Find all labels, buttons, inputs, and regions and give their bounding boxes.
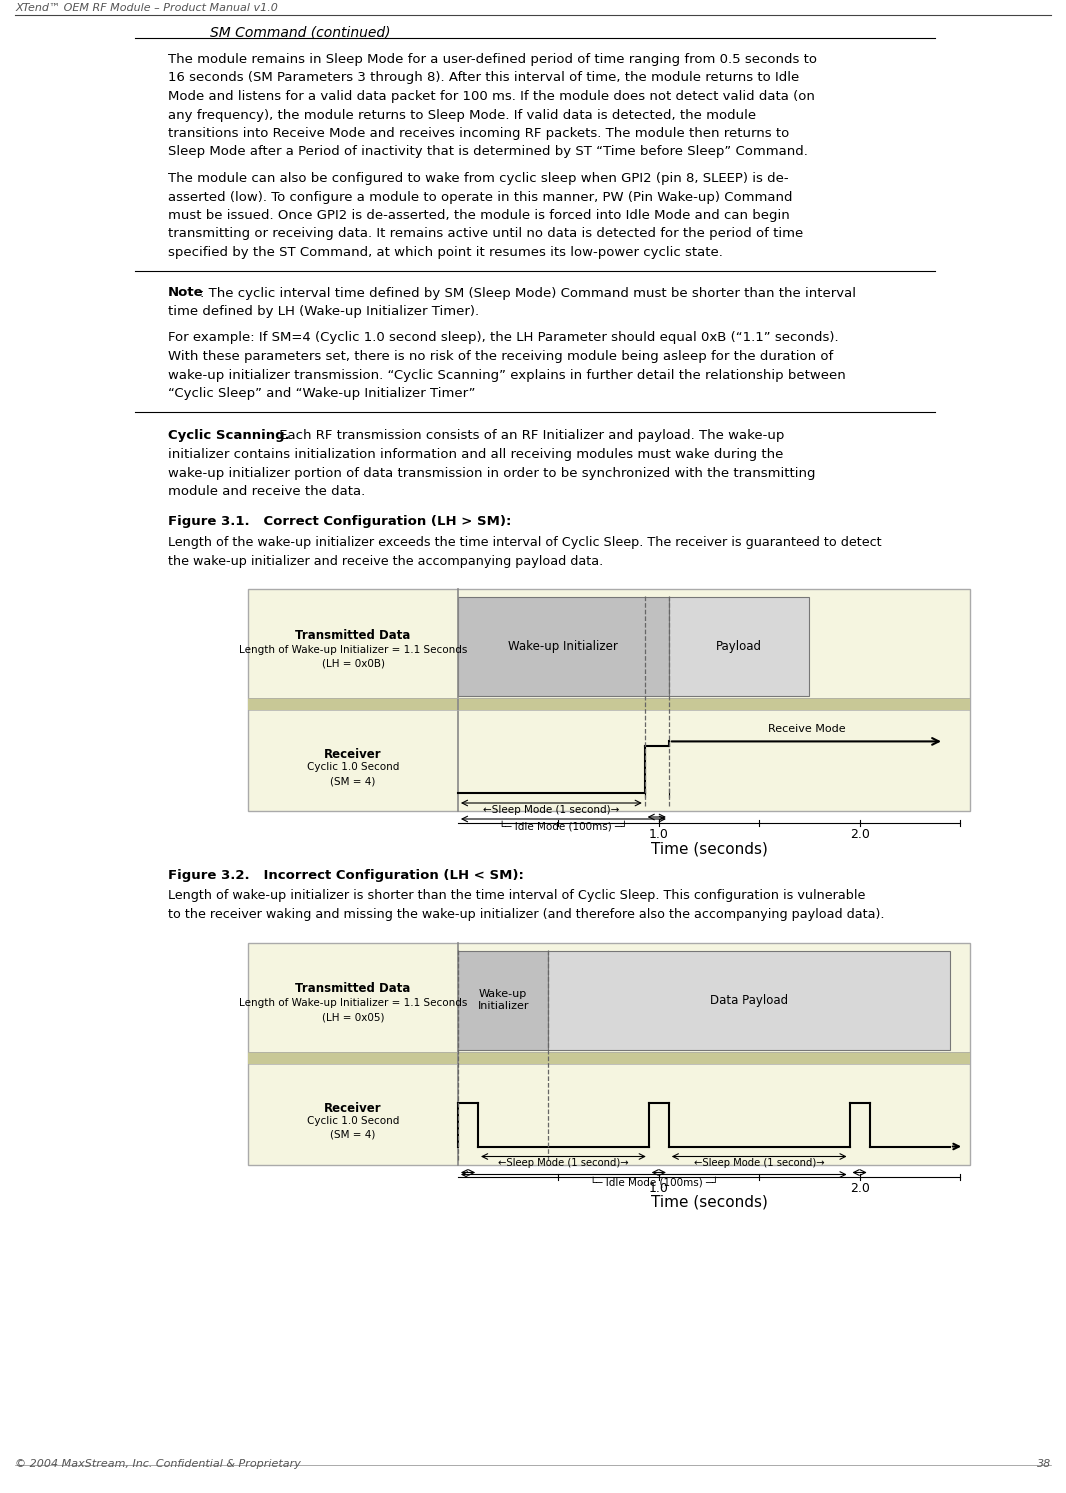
Text: └─ Idle Mode (100ms) ─┘: └─ Idle Mode (100ms) ─┘ — [589, 1176, 718, 1187]
Text: the wake-up initializer and receive the accompanying payload data.: the wake-up initializer and receive the … — [168, 554, 603, 567]
Text: Transmitted Data: Transmitted Data — [295, 629, 410, 642]
Text: Time (seconds): Time (seconds) — [650, 841, 768, 855]
Text: (LH = 0x0B): (LH = 0x0B) — [322, 658, 385, 669]
Text: 38: 38 — [1037, 1459, 1051, 1469]
Bar — [248, 590, 970, 811]
Text: Data Payload: Data Payload — [710, 994, 788, 1006]
Text: Transmitted Data: Transmitted Data — [295, 982, 410, 996]
Text: Receiver: Receiver — [324, 1102, 382, 1115]
Text: : The cyclic interval time defined by SM (Sleep Mode) Command must be shorter th: : The cyclic interval time defined by SM… — [200, 287, 856, 300]
Text: must be issued. Once GPI2 is de-asserted, the module is forced into Idle Mode an: must be issued. Once GPI2 is de-asserted… — [168, 209, 790, 222]
Text: (SM = 4): (SM = 4) — [330, 776, 375, 787]
Text: 2.0: 2.0 — [850, 1181, 870, 1194]
Bar — [458, 597, 668, 696]
Text: Note: Note — [168, 287, 204, 300]
Text: The module remains in Sleep Mode for a user-defined period of time ranging from : The module remains in Sleep Mode for a u… — [168, 52, 817, 66]
Text: Cyclic 1.0 Second: Cyclic 1.0 Second — [307, 761, 399, 772]
Text: Cyclic 1.0 Second: Cyclic 1.0 Second — [307, 1115, 399, 1126]
Text: Length of Wake-up Initializer = 1.1 Seconds: Length of Wake-up Initializer = 1.1 Seco… — [239, 999, 467, 1008]
Text: specified by the ST Command, at which point it resumes its low-power cyclic stat: specified by the ST Command, at which po… — [168, 246, 723, 258]
Text: SM Command (continued): SM Command (continued) — [210, 25, 390, 39]
Text: ←Sleep Mode (1 second)→: ←Sleep Mode (1 second)→ — [694, 1159, 824, 1169]
Text: Mode and listens for a valid data packet for 100 ms. If the module does not dete: Mode and listens for a valid data packet… — [168, 90, 814, 103]
Text: Length of wake-up initializer is shorter than the time interval of Cyclic Sleep.: Length of wake-up initializer is shorter… — [168, 890, 866, 902]
Text: wake-up initializer portion of data transmission in order to be synchronized wit: wake-up initializer portion of data tran… — [168, 466, 815, 479]
Text: For example: If SM=4 (Cyclic 1.0 second sleep), the LH Parameter should equal 0x: For example: If SM=4 (Cyclic 1.0 second … — [168, 331, 839, 345]
Text: (LH = 0x05): (LH = 0x05) — [322, 1012, 384, 1023]
Text: 16 seconds (SM Parameters 3 through 8). After this interval of time, the module : 16 seconds (SM Parameters 3 through 8). … — [168, 72, 800, 85]
Bar — [248, 699, 970, 711]
Text: ←Sleep Mode (1 second)→: ←Sleep Mode (1 second)→ — [498, 1159, 629, 1169]
Text: Length of Wake-up Initializer = 1.1 Seconds: Length of Wake-up Initializer = 1.1 Seco… — [239, 645, 467, 655]
Text: module and receive the data.: module and receive the data. — [168, 485, 366, 499]
Bar — [668, 597, 809, 696]
Bar — [548, 951, 950, 1050]
Text: transmitting or receiving data. It remains active until no data is detected for : transmitting or receiving data. It remai… — [168, 227, 804, 240]
Text: Receiver: Receiver — [324, 748, 382, 761]
Text: Length of the wake-up initializer exceeds the time interval of Cyclic Sleep. The: Length of the wake-up initializer exceed… — [168, 536, 882, 549]
Bar — [248, 1053, 970, 1065]
Text: any frequency), the module returns to Sleep Mode. If valid data is detected, the: any frequency), the module returns to Sl… — [168, 109, 756, 121]
Text: └─ Idle Mode (100ms) ─┘: └─ Idle Mode (100ms) ─┘ — [499, 821, 628, 832]
Text: Cyclic Scanning.: Cyclic Scanning. — [168, 430, 290, 442]
Bar — [458, 951, 548, 1050]
Text: With these parameters set, there is no risk of the receiving module being asleep: With these parameters set, there is no r… — [168, 349, 834, 363]
Bar — [248, 942, 970, 1165]
Text: 1.0: 1.0 — [649, 1181, 668, 1194]
Text: XTend™ OEM RF Module – Product Manual v1.0: XTend™ OEM RF Module – Product Manual v1… — [15, 3, 278, 13]
Text: Figure 3.2.   Incorrect Configuration (LH < SM):: Figure 3.2. Incorrect Configuration (LH … — [168, 869, 523, 882]
Text: Sleep Mode after a Period of inactivity that is determined by ST “Time before Sl: Sleep Mode after a Period of inactivity … — [168, 145, 808, 158]
Text: Receive Mode: Receive Mode — [768, 724, 845, 735]
Text: (SM = 4): (SM = 4) — [330, 1130, 375, 1139]
Text: initializer contains initialization information and all receiving modules must w: initializer contains initialization info… — [168, 448, 784, 461]
Text: Wake-up
Initializer: Wake-up Initializer — [478, 990, 529, 1011]
Text: ←Sleep Mode (1 second)→: ←Sleep Mode (1 second)→ — [483, 805, 619, 815]
Text: transitions into Receive Mode and receives incoming RF packets. The module then : transitions into Receive Mode and receiv… — [168, 127, 789, 140]
Text: Figure 3.1.   Correct Configuration (LH > SM):: Figure 3.1. Correct Configuration (LH > … — [168, 515, 512, 529]
Text: Time (seconds): Time (seconds) — [650, 1194, 768, 1209]
Text: to the receiver waking and missing the wake-up initializer (and therefore also t: to the receiver waking and missing the w… — [168, 908, 885, 921]
Text: wake-up initializer transmission. “Cyclic Scanning” explains in further detail t: wake-up initializer transmission. “Cycli… — [168, 369, 845, 382]
Text: Each RF transmission consists of an RF Initializer and payload. The wake-up: Each RF transmission consists of an RF I… — [275, 430, 785, 442]
Text: asserted (low). To configure a module to operate in this manner, PW (Pin Wake-up: asserted (low). To configure a module to… — [168, 191, 792, 203]
Text: The module can also be configured to wake from cyclic sleep when GPI2 (pin 8, SL: The module can also be configured to wak… — [168, 172, 789, 185]
Text: Wake-up Initializer: Wake-up Initializer — [508, 640, 618, 654]
Text: 1.0: 1.0 — [649, 829, 668, 841]
Text: “Cyclic Sleep” and “Wake-up Initializer Timer”: “Cyclic Sleep” and “Wake-up Initializer … — [168, 387, 475, 400]
Text: Payload: Payload — [716, 640, 762, 654]
Text: time defined by LH (Wake-up Initializer Timer).: time defined by LH (Wake-up Initializer … — [168, 305, 479, 318]
Text: 2.0: 2.0 — [850, 829, 870, 841]
Text: © 2004 MaxStream, Inc. Confidential & Proprietary: © 2004 MaxStream, Inc. Confidential & Pr… — [15, 1459, 301, 1469]
